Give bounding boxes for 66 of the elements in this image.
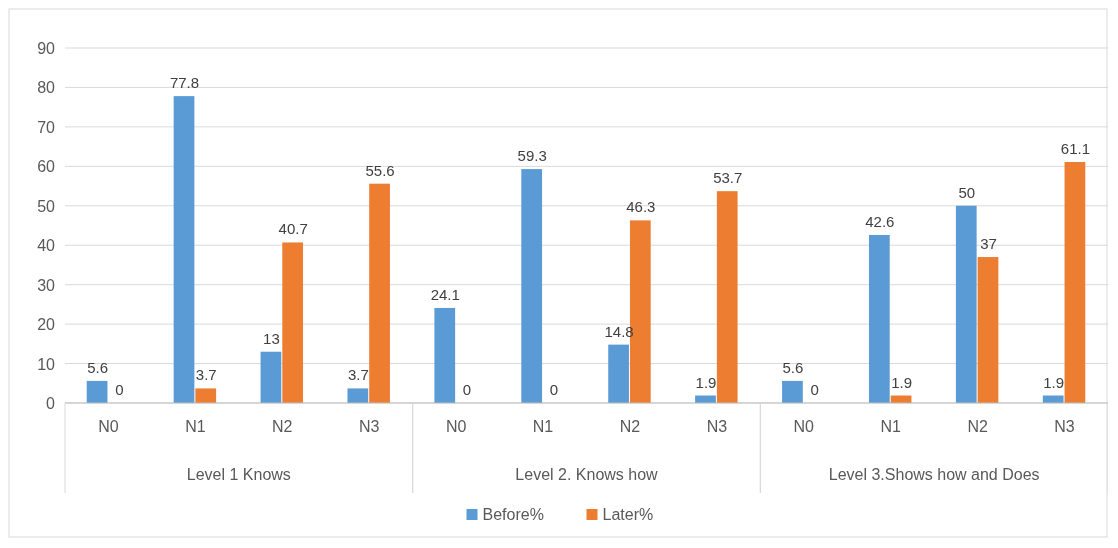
bar [977, 257, 999, 403]
data-label: 1.9 [891, 373, 912, 391]
x-tick-label: N1 [532, 418, 554, 435]
x-tick-label: N3 [1054, 418, 1075, 435]
x-tick-label: N2 [619, 418, 641, 435]
data-label: 40.7 [278, 220, 308, 238]
data-label: 37 [980, 235, 997, 253]
data-label: 1.9 [695, 373, 717, 391]
bar [195, 388, 217, 403]
y-tick-label: 90 [37, 40, 56, 57]
bar [434, 307, 456, 403]
y-tick-label: 0 [46, 395, 56, 412]
data-label: 1.9 [1043, 373, 1065, 391]
legend-label: Before% [482, 506, 544, 523]
data-label: 3.7 [195, 366, 217, 384]
bar [782, 380, 803, 403]
x-tick-label: N3 [706, 418, 728, 435]
bar [282, 242, 304, 403]
x-tick-label: N3 [358, 418, 380, 435]
bar [260, 351, 282, 403]
y-tick-label: 70 [37, 118, 56, 136]
data-label: 3.7 [347, 366, 369, 384]
data-label: 13 [263, 329, 280, 347]
bar [868, 234, 890, 403]
x-tick-label: N2 [272, 418, 293, 435]
data-label: 59.3 [517, 147, 547, 165]
x-tick-label: N1 [880, 418, 902, 435]
y-tick-label: 30 [37, 276, 56, 294]
text: Level 3.Shows how and Does [828, 466, 1040, 483]
bar [521, 169, 543, 403]
y-tick-label: 40 [37, 237, 56, 255]
data-label: 0 [810, 381, 819, 398]
text: Level 1 Knows [186, 466, 291, 483]
y-tick-label: 20 [37, 316, 56, 334]
data-label: 50 [958, 183, 976, 201]
data-label: 0 [115, 381, 124, 398]
bar [347, 388, 369, 403]
data-label: 61.1 [1060, 139, 1091, 157]
bar [1064, 161, 1086, 403]
x-tick-label: N2 [967, 418, 988, 435]
data-label: 46.3 [626, 198, 656, 216]
y-tick-label: 60 [37, 158, 56, 176]
data-label: 55.6 [365, 161, 395, 179]
data-label: 53.7 [713, 169, 743, 187]
data-label: 0 [549, 381, 559, 398]
data-label: 5.6 [87, 358, 109, 376]
y-tick-label: 80 [37, 79, 56, 97]
y-tick-label: 10 [37, 355, 56, 373]
bar [369, 183, 390, 403]
bar [86, 380, 108, 403]
x-tick-label: N1 [185, 418, 206, 435]
bar [173, 96, 195, 403]
data-label: 42.6 [865, 212, 895, 230]
legend-label: Later% [602, 506, 654, 523]
x-tick-label: N0 [98, 418, 119, 435]
data-label: 24.1 [430, 285, 460, 303]
y-tick-label: 50 [37, 197, 56, 215]
bar [608, 344, 629, 403]
bar [716, 191, 738, 403]
x-tick-label: N0 [445, 418, 467, 435]
data-label: 5.6 [782, 358, 804, 376]
data-label: 0 [462, 381, 472, 398]
data-label: 77.8 [169, 74, 200, 92]
bar [955, 205, 977, 403]
text: Level 2. Knows how [515, 466, 659, 483]
x-tick-label: N0 [793, 418, 815, 435]
